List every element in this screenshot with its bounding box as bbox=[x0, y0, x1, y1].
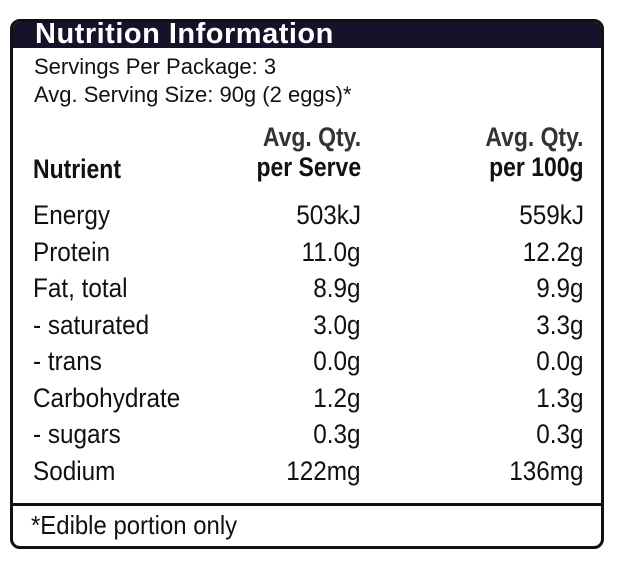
per-serve-header-line1: Avg. Qty. bbox=[262, 122, 361, 152]
per-100g-value: 136mg bbox=[509, 455, 584, 486]
table-row: Sodium 122mg 136mg bbox=[13, 456, 601, 493]
per-100g-value: 0.3g bbox=[536, 419, 584, 449]
per-serve-header: Avg. Qty. per Serve bbox=[256, 122, 361, 182]
per-100g-header-line1: Avg. Qty. bbox=[485, 122, 584, 152]
per-100g-value: 559kJ bbox=[519, 200, 584, 230]
table-row: - trans 0.0g 0.0g bbox=[13, 346, 601, 383]
table-row: Fat, total 8.9g 9.9g bbox=[13, 273, 601, 310]
nutrient-name: - sugars bbox=[33, 419, 121, 449]
table-row: - sugars 0.3g 0.3g bbox=[13, 419, 601, 456]
per-serve-value: 0.3g bbox=[313, 419, 361, 449]
per-100g-value: 1.3g bbox=[536, 382, 584, 413]
nutrient-name: Fat, total bbox=[33, 273, 128, 303]
nutrient-name: Sodium bbox=[33, 455, 116, 486]
per-serve-value: 8.9g bbox=[313, 273, 361, 303]
per-100g-value: 9.9g bbox=[536, 273, 584, 303]
per-serve-value: 11.0g bbox=[301, 236, 361, 267]
table-row: Energy 503kJ 559kJ bbox=[13, 200, 601, 237]
per-100g-value: 3.3g bbox=[536, 309, 584, 340]
nutrient-header: Nutrient bbox=[33, 154, 121, 184]
serving-size: Avg. Serving Size: 90g (2 eggs)* bbox=[34, 82, 352, 107]
label-title: Nutrition Information bbox=[35, 19, 334, 50]
servings-per-package: Servings Per Package: 3 bbox=[34, 54, 277, 79]
per-100g-value: 12.2g bbox=[523, 236, 584, 267]
nutrient-name: Energy bbox=[33, 200, 111, 230]
nutrient-name: Protein bbox=[33, 236, 111, 267]
per-100g-value: 0.0g bbox=[536, 346, 584, 376]
per-serve-value: 0.0g bbox=[313, 346, 361, 376]
footnote: *Edible portion only bbox=[31, 510, 238, 540]
table-row: Protein 11.0g 12.2g bbox=[13, 237, 601, 274]
table-row: Carbohydrate 1.2g 1.3g bbox=[13, 383, 601, 420]
per-100g-header-line2: per 100g bbox=[489, 152, 584, 182]
per-serve-value: 122mg bbox=[286, 455, 361, 486]
nutrient-name: - trans bbox=[33, 346, 102, 376]
per-serve-value: 1.2g bbox=[313, 382, 361, 413]
nutrient-name: - saturated bbox=[33, 309, 150, 340]
per-100g-header: Avg. Qty. per 100g bbox=[486, 122, 584, 182]
per-serve-value: 3.0g bbox=[313, 309, 361, 340]
title-bar: Nutrition Information bbox=[13, 19, 601, 50]
table-row: - saturated 3.0g 3.3g bbox=[13, 310, 601, 347]
per-serve-value: 503kJ bbox=[296, 200, 361, 230]
footer-divider bbox=[13, 503, 601, 506]
nutrient-name: Carbohydrate bbox=[33, 382, 181, 413]
nutrition-label: Nutrition Information Servings Per Packa… bbox=[10, 19, 604, 549]
per-serve-header-line2: per Serve bbox=[256, 152, 361, 182]
